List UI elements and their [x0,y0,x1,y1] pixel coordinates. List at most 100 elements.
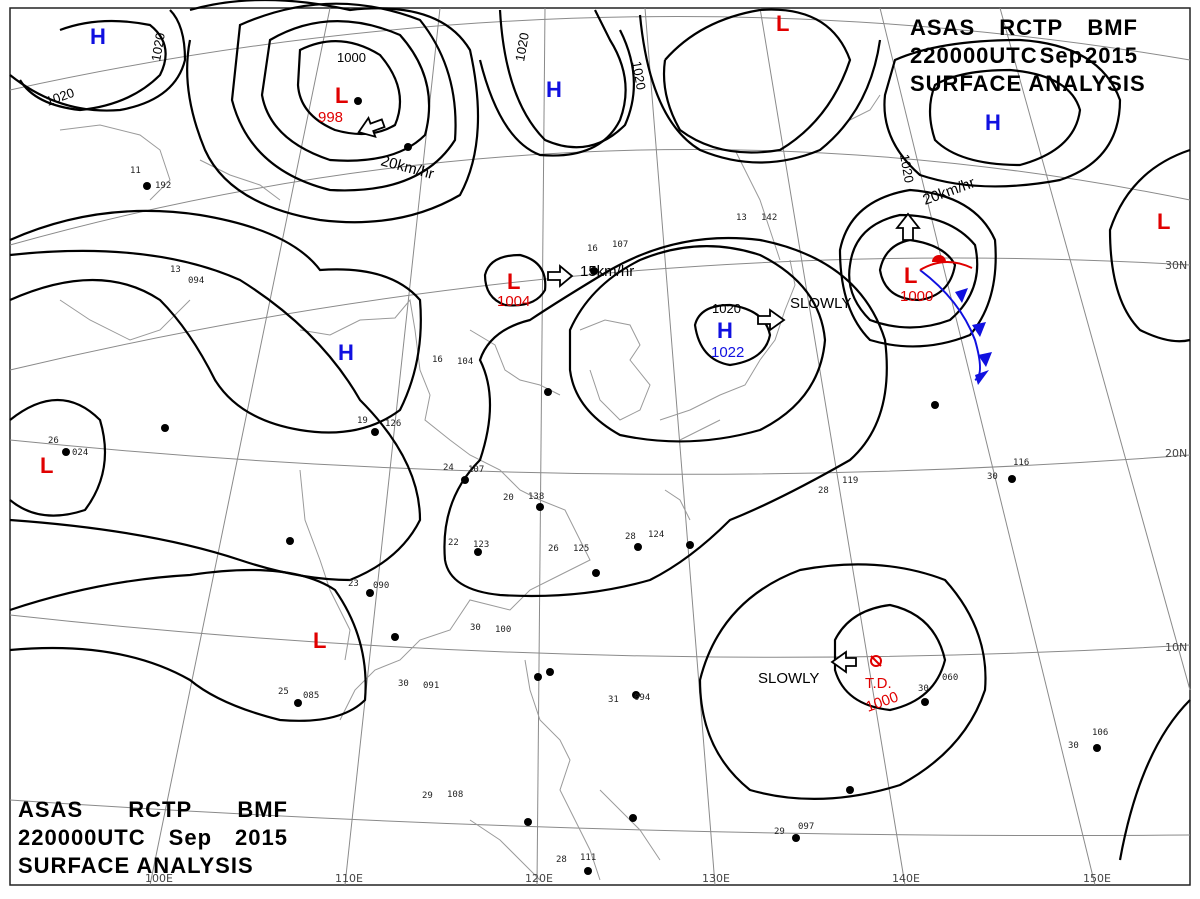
station-pressure: 024 [72,448,88,458]
isobar-west-pacific [443,236,888,598]
lat-label-10n: 10N [1165,641,1187,654]
title-time: 220000UTC [910,43,1038,68]
latitude-labels: 30N 20N 10N [1165,259,1187,654]
arrow-998 [357,115,386,139]
longitude-grid [149,7,1191,886]
high-marker-china: H [338,340,354,365]
station-pressure: 100 [495,625,511,635]
isobar-n-1 [662,8,852,154]
title-sender-code: BMF [237,797,288,822]
isobar-ne-high-2 [883,38,1122,188]
pressure-1022: 1022 [711,344,744,361]
td-label: T.D. [865,675,892,692]
station-temp: 28 [625,532,636,542]
station-temp: 22 [448,538,459,548]
station-pressure: 138 [528,492,544,502]
station-temp: 16 [432,355,443,365]
isobar-1000-1 [878,238,957,302]
arrow-1000 [895,212,921,241]
title-line-2: 220000UTC Sep 2015 [18,824,288,852]
high-marker-1022: H [717,318,733,343]
title-line-2: 220000UTC Sep 2015 [910,42,1138,70]
tropical-depression: T.D. 1000 [864,655,901,716]
station-temp: 30 [470,623,481,633]
high-marker-nw: H [90,24,106,49]
station-pressure: 116 [1013,458,1029,468]
lon-label-100e: 100E [145,872,173,885]
station-pressure: 104 [457,357,473,367]
isobar-h-north-1 [478,9,627,157]
station-pressure: 142 [761,213,777,223]
arrow-1004 [547,264,574,288]
station-temp: 16 [587,244,598,254]
station-temp: 31 [608,695,619,705]
station-temp: 24 [443,463,454,473]
isobar-label: 1020 [712,301,741,316]
central-pressures: 998 1004 1022 1000 [318,109,933,361]
pressure-1000: 1000 [900,288,933,305]
station-temp: 30 [918,684,929,694]
station-pressure: 192 [155,181,171,191]
station-temp: 20 [503,493,514,503]
isobar-1004 [483,253,547,307]
station-pressure: 107 [468,465,484,475]
station-pressure: 106 [1092,728,1108,738]
isobar-998-3 [230,2,457,192]
station-temp: 29 [774,827,785,837]
lat-label-30n: 30N [1165,259,1187,272]
movement-label: 15km/hr [580,263,634,280]
station-pressure: 090 [373,581,389,591]
station-temp: 11 [130,166,141,176]
isobar-998-4 [186,0,480,224]
isobar-1000-3 [838,188,997,348]
movement-label: 20km/hr [921,174,978,209]
movement-arrows [357,115,921,674]
title-line-1: ASAS RCTP BMF [910,14,1138,42]
low-marker-998: L [335,83,348,108]
isobar-1000-2 [848,213,979,329]
low-marker-1004: L [507,269,520,294]
isobar-china-high [9,209,422,434]
isobar-td-inner [833,603,947,712]
title-time: 220000UTC [18,825,146,850]
station-pressure: 091 [423,681,439,691]
high-marker-ne: H [985,110,1001,135]
title-line-3: SURFACE ANALYSIS [18,852,288,880]
isobar-label: 1000 [337,50,366,65]
low-marker-west: L [40,453,53,478]
title-line-3: SURFACE ANALYSIS [910,70,1145,98]
title-station-code: RCTP [128,797,193,822]
station-temp: 28 [818,486,829,496]
isobar-china-outer [9,249,422,582]
lon-label-120e: 120E [525,872,553,885]
station-temp: 28 [556,855,567,865]
isobar-998-inner [296,40,402,136]
title-month: Sep [168,825,213,850]
isobar-n-2 [638,14,882,164]
arrow-1022 [757,308,786,332]
low-marker-1000: L [904,263,917,288]
title-year: 2015 [235,825,288,850]
isobar-nw-high-2 [9,9,187,112]
title-product-code: ASAS [910,15,976,40]
station-pressure: 126 [385,419,401,429]
station-pressure: 123 [473,540,489,550]
station-pressure: 124 [648,530,664,540]
isobar-label: 1020 [629,60,649,91]
isobar-998-2 [260,20,431,162]
station-temp: 26 [48,436,59,446]
td-symbol [870,655,882,667]
station-temp: 13 [170,265,181,275]
isobar-ne-high-1 [928,68,1082,167]
station-dots [62,97,1101,875]
isobar-nw-high-1 [19,19,167,112]
title-line-1: ASAS RCTP BMF [18,796,288,824]
title-sender-code: BMF [1087,15,1138,40]
lat-label-20n: 20N [1165,447,1187,460]
low-marker-south: L [313,628,326,653]
title-analysis: SURFACE ANALYSIS [18,853,254,878]
high-marker-north: H [546,77,562,102]
station-temp: 30 [987,472,998,482]
